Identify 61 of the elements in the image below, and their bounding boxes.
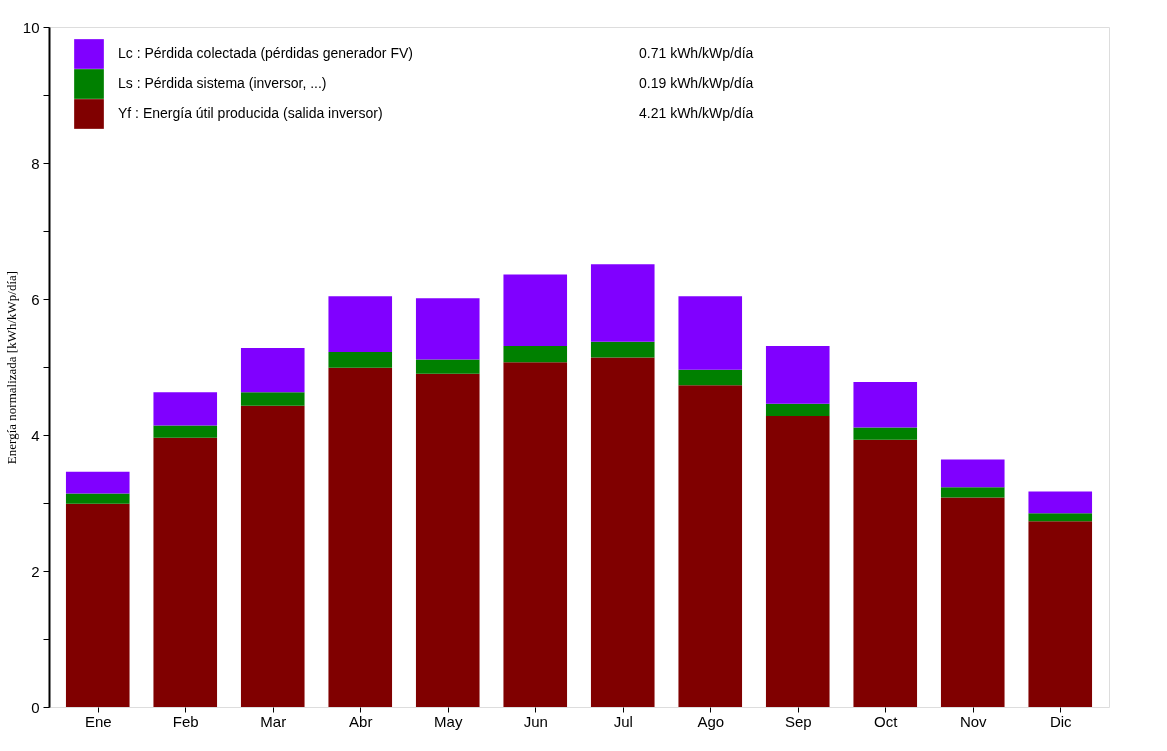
bar xyxy=(503,274,568,346)
bar xyxy=(328,296,393,353)
bar xyxy=(853,381,918,428)
bar xyxy=(503,345,568,363)
y-tick-label: 4 xyxy=(31,426,40,444)
bar xyxy=(940,459,1005,488)
x-tick-label: Mar xyxy=(260,712,287,730)
bar xyxy=(415,373,480,707)
bar xyxy=(678,296,743,370)
bar xyxy=(415,298,480,360)
bar xyxy=(590,357,655,707)
bar xyxy=(153,392,218,426)
x-tick-label: Ago xyxy=(697,712,725,730)
bar xyxy=(240,392,305,406)
bar xyxy=(153,437,218,707)
y-tick-label: 2 xyxy=(31,562,40,580)
bar xyxy=(853,439,918,707)
y-axis-title: Energía normalizada [kWh/kWp/día] xyxy=(3,270,19,465)
annotation: 4.21 kWh/kWp/día xyxy=(639,105,754,121)
legend-label: Lc : Pérdida colectada (pérdidas generador FV) xyxy=(118,45,413,61)
annotation: 0.19 kWh/kWp/día xyxy=(639,75,754,91)
bar xyxy=(853,427,918,440)
bar xyxy=(65,503,130,707)
bar xyxy=(1028,513,1093,522)
x-tick-label: Dic xyxy=(1049,712,1073,730)
legend-label: Yf : Energía útil producida (salida inversor) xyxy=(118,105,383,121)
x-tick-label: May xyxy=(434,712,463,730)
x-tick-label: Sep xyxy=(784,712,812,730)
bar xyxy=(503,362,568,707)
bar xyxy=(1028,521,1093,707)
bar xyxy=(240,347,305,393)
bar xyxy=(765,403,830,416)
x-tick-label: Abr xyxy=(349,712,373,730)
bar xyxy=(678,385,743,707)
bar xyxy=(940,497,1005,707)
x-tick-label: Jul xyxy=(613,712,633,730)
y-tick-label: 10 xyxy=(22,18,40,36)
bar xyxy=(765,345,830,404)
bar xyxy=(415,359,480,374)
x-tick-label: Oct xyxy=(874,712,899,730)
legend-label: Ls : Pérdida sistema (inversor, ...) xyxy=(118,75,327,91)
annotation: 0.71 kWh/kWp/día xyxy=(639,45,754,61)
x-tick-label: Jun xyxy=(523,712,548,730)
bar xyxy=(328,352,393,368)
y-tick-label: 0 xyxy=(31,698,40,716)
x-tick-label: Nov xyxy=(959,712,988,730)
bar xyxy=(328,367,393,707)
bar xyxy=(940,487,1005,498)
bar xyxy=(765,415,830,707)
bar xyxy=(590,341,655,358)
bar xyxy=(590,264,655,342)
bar xyxy=(65,493,130,504)
x-tick-label: Feb xyxy=(172,712,199,730)
y-tick-label: 6 xyxy=(31,290,40,308)
bar xyxy=(1028,491,1093,514)
bar xyxy=(153,425,218,438)
bar xyxy=(678,369,743,386)
x-tick-label: Ene xyxy=(84,712,112,730)
bar xyxy=(240,405,305,707)
bar xyxy=(65,471,130,494)
y-tick-label: 8 xyxy=(31,154,40,172)
